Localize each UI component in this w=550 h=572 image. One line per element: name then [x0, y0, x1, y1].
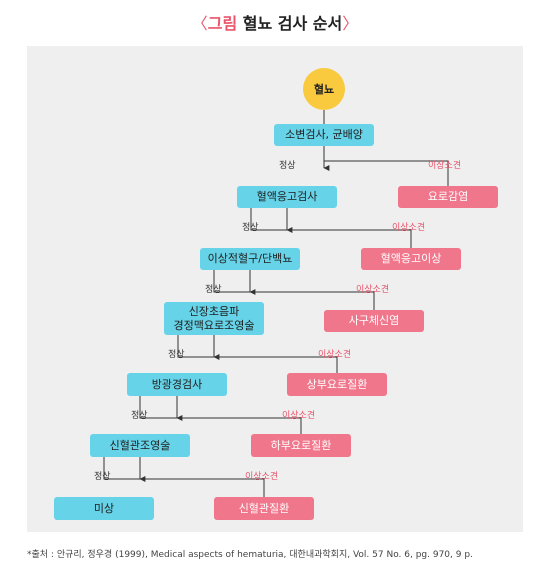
label-abnormal-1: 이상소견 [428, 161, 462, 171]
test-urinalysis-culture: 소변검사, 균배양 [274, 124, 374, 146]
connector-abnormal-6 [103, 457, 265, 497]
result-urinary-tract-infection: 요로감염 [398, 186, 498, 208]
connector-abnormal-4 [177, 335, 338, 373]
test-renal-us-ivp: 신장초음파 경정맥요로조영술 [164, 302, 264, 335]
label-normal-5: 정상 [131, 411, 148, 421]
label-abnormal-5: 이상소견 [282, 411, 316, 421]
result-glomerulonephritis: 사구체신염 [324, 310, 424, 332]
label-normal-1: 정상 [279, 161, 296, 171]
test-dysmorphic-rbc-proteinuria: 이상적혈구/단백뇨 [200, 248, 300, 270]
start-node-hematuria: 혈뇨 [303, 68, 345, 110]
label-abnormal-2: 이상소견 [392, 223, 426, 233]
label-abnormal-4: 이상소견 [318, 350, 352, 360]
connector-abnormal-2 [250, 208, 412, 248]
connector-abnormal-5 [139, 396, 302, 434]
label-normal-4: 정상 [168, 350, 185, 360]
title-bracket-right: 〉 [342, 14, 359, 33]
source-footnote: *출처 : 안규리, 정우경 (1999), Medical aspects o… [27, 550, 473, 560]
label-abnormal-6: 이상소견 [245, 472, 279, 482]
connector-abnormal-1 [324, 160, 449, 186]
figure-title: 〈그림 혈뇨 검사 순서〉 [0, 10, 550, 34]
label-normal-2: 정상 [242, 223, 259, 233]
result-lower-urinary-tract-disease: 하부요로질환 [251, 434, 351, 457]
result-renovascular-disease: 신혈관질환 [214, 497, 314, 520]
title-text: 혈뇨 검사 순서 [242, 14, 343, 33]
test-renal-ultrasound: 신장초음파 [188, 304, 240, 318]
test-renal-angiography: 신혈관조영술 [90, 434, 190, 457]
title-highlight: 그림 [207, 14, 238, 33]
connector-abnormal-3 [213, 270, 375, 310]
title-bracket-left: 〈 [191, 14, 208, 33]
test-cystoscopy: 방광경검사 [127, 373, 227, 396]
label-abnormal-3: 이상소견 [356, 285, 390, 295]
result-unknown: 미상 [54, 497, 154, 520]
result-upper-urinary-tract-disease: 상부요로질환 [287, 373, 387, 396]
label-normal-3: 정상 [205, 285, 222, 295]
test-intravenous-pyelography: 경정맥요로조영술 [173, 318, 255, 332]
test-coagulation: 혈액응고검사 [237, 186, 337, 208]
label-normal-6: 정상 [94, 472, 111, 482]
result-coagulation-abnormality: 혈액응고이상 [361, 248, 461, 270]
